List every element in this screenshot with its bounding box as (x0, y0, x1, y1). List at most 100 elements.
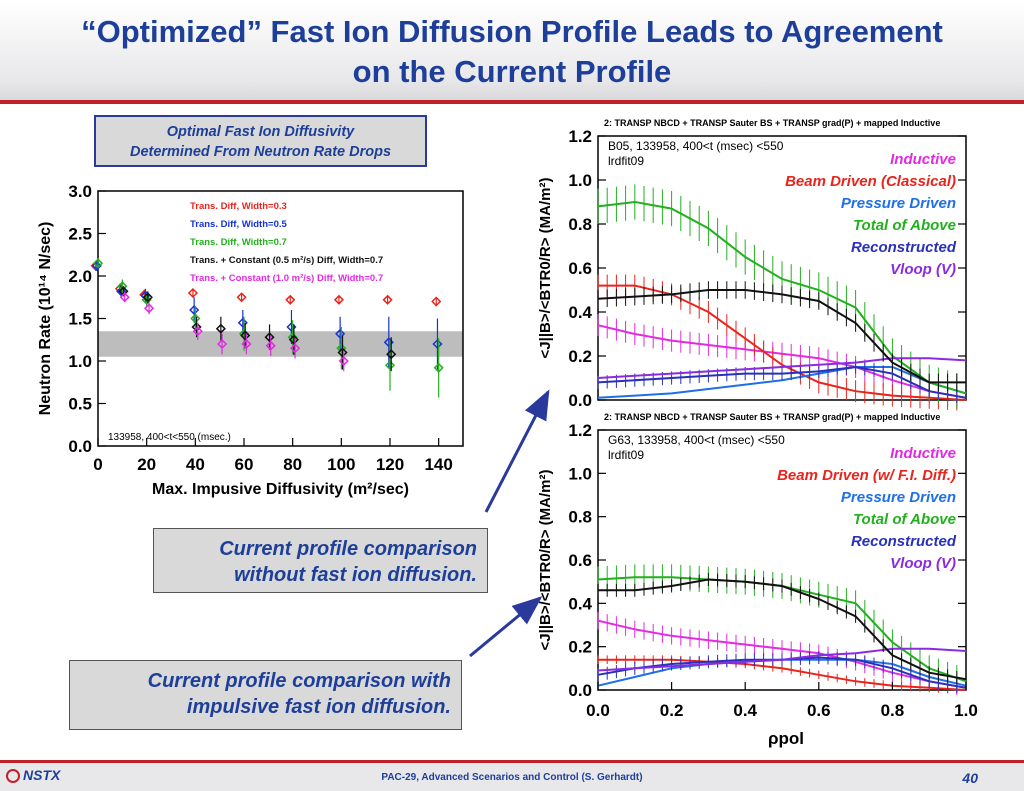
data-point (236, 292, 247, 303)
legend-entry: Trans. + Constant (1.0 m²/s) Diff, Width… (190, 273, 383, 284)
legend-entry: Beam Driven (Classical) (785, 173, 956, 190)
callout-line-2: Determined From Neutron Rate Drops (129, 144, 392, 160)
y-tick-label: 2.0 (68, 267, 92, 286)
note1-line-2: without fast ion diffusion. (234, 564, 477, 586)
y-tick-label: 1.2 (568, 127, 592, 146)
data-point (382, 294, 393, 305)
chart-header: 2: TRANSP NBCD + TRANSP Sauter BS + TRAN… (604, 118, 940, 128)
legend-entry: Total of Above (853, 511, 956, 528)
x-tick-label: 0.2 (660, 701, 684, 720)
slide-title: “Optimized” Fast Ion Diffusion Profile L… (20, 12, 1004, 92)
callout-line-1: Optimal Fast Ion Diffusivity (166, 124, 355, 140)
x-tick-label: 60 (235, 455, 254, 474)
title-line-1: “Optimized” Fast Ion Diffusion Profile L… (81, 14, 943, 49)
y-tick-label: 1.5 (68, 310, 92, 329)
note2-line-2: impulsive fast ion diffusion. (186, 696, 451, 718)
data-point (287, 332, 298, 343)
y-tick-label: 0.4 (568, 594, 592, 613)
series-line (597, 357, 967, 379)
logo-text: NSTX (23, 767, 61, 783)
title-rule (0, 100, 1024, 104)
data-point (337, 347, 348, 358)
y-tick-label: 0.8 (568, 215, 592, 234)
page-number: 40 (962, 770, 978, 786)
data-point (265, 340, 276, 351)
title-band (0, 0, 1024, 100)
run-sublabel: lrdfit09 (608, 154, 644, 168)
y-tick-label: 0.6 (568, 259, 592, 278)
y-tick-label: 0.2 (568, 347, 592, 366)
data-point (384, 360, 396, 371)
note2-line-1: Current profile comparison with (147, 670, 451, 692)
footer (0, 763, 1024, 791)
x-tick-label: 0.0 (586, 701, 610, 720)
current-profile-chart-top: 2: TRANSP NBCD + TRANSP Sauter BS + TRAN… (537, 118, 967, 411)
legend-entry: Reconstructed (851, 533, 957, 550)
y-tick-label: 1.0 (68, 352, 92, 371)
data-point (117, 281, 128, 292)
y-tick-label: 0.8 (568, 508, 592, 527)
data-point (191, 321, 202, 333)
x-tick-label: 80 (283, 455, 302, 474)
data-point (433, 362, 444, 373)
chart-header: 2: TRANSP NBCD + TRANSP Sauter BS + TRAN… (604, 412, 940, 422)
data-point (190, 313, 201, 324)
data-point (192, 326, 203, 337)
note-with-diffusion: Current profile comparison with impulsiv… (69, 660, 462, 730)
data-point (237, 317, 248, 328)
y-tick-label: 0.0 (68, 437, 92, 456)
y-tick-label: 1.2 (568, 421, 592, 440)
data-point (92, 258, 104, 269)
y-tick-label: 3.0 (68, 182, 92, 201)
series-line (597, 647, 967, 672)
data-point (215, 323, 226, 334)
legend-entry: Trans. Diff, Width=0.5 (190, 219, 287, 230)
legend-entry: Pressure Driven (841, 489, 956, 506)
legend-entry: Inductive (890, 445, 956, 462)
target-band (98, 331, 463, 357)
x-tick-label: 0.8 (881, 701, 905, 720)
legend-entry: Trans. Diff, Width=0.3 (190, 201, 287, 212)
data-point (189, 304, 200, 316)
data-point (285, 294, 296, 305)
current-profile-chart-bottom: 2: TRANSP NBCD + TRANSP Sauter BS + TRAN… (537, 412, 978, 748)
x-tick-label: 0 (93, 455, 102, 474)
logo-circle-icon (6, 769, 20, 784)
legend-entry: Beam Driven (w/ F.I. Diff.) (777, 467, 956, 484)
x-tick-label: 1.0 (954, 701, 978, 720)
y-tick-label: 0.5 (68, 395, 92, 414)
x-tick-label: 0.6 (807, 701, 831, 720)
x-axis-label: Max. Impusive Diffusivity (m²/sec) (152, 481, 409, 498)
footer-citation: PAC-29, Advanced Scenarios and Control (… (381, 772, 643, 783)
x-axis-label: ρpol (768, 729, 804, 748)
x-tick-label: 0.4 (733, 701, 757, 720)
neutron-rate-chart: 0.0 0.5 1.0 1.5 2.0 2.5 3.0 0 20 40 60 80 100 120 140 M… (37, 182, 464, 498)
data-point (141, 294, 152, 305)
data-point (338, 355, 349, 367)
data-point (431, 296, 442, 307)
y-axis-label: <J||B>/<BTR0/R> (MA/m²) (537, 470, 554, 651)
legend-entry: Inductive (890, 151, 956, 168)
y-axis-label: <J||B>/<BTR0/R> (MA/m²) (537, 178, 554, 359)
data-point (335, 328, 346, 339)
legend-entry: Total of Above (853, 217, 956, 234)
y-tick-label: 0.6 (568, 551, 592, 570)
legend-entry: Trans. + Constant (0.5 m²/s) Diff, Width… (190, 255, 383, 266)
data-point (333, 294, 344, 305)
legend-entry: Pressure Driven (841, 195, 956, 212)
nstx-logo: NSTX (6, 767, 61, 784)
y-axis-label: Neutron Rate (10¹⁴ N/sec) (37, 222, 54, 416)
data-point (91, 260, 102, 271)
data-point (288, 334, 299, 345)
diffusivity-callout: Optimal Fast Ion Diffusivity Determined … (94, 115, 427, 167)
y-tick-label: 2.5 (68, 225, 92, 244)
chart-annotation: 133958, 400<t<550 (msec.) (108, 432, 231, 443)
data-point (386, 349, 397, 360)
data-point (241, 338, 252, 350)
data-point (119, 292, 130, 303)
data-point (336, 343, 347, 354)
y-tick-label: 0.4 (568, 303, 592, 322)
data-point (217, 338, 228, 350)
x-tick-label: 40 (186, 455, 205, 474)
data-point (290, 343, 301, 354)
